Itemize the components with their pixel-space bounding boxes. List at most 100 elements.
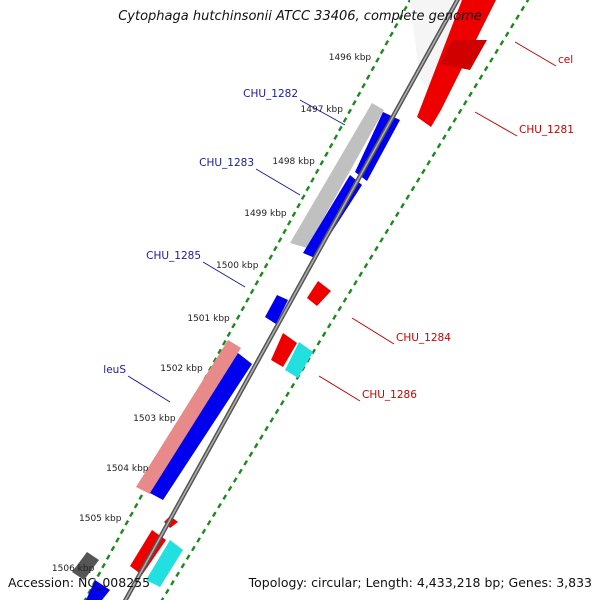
scale-tick-label: 1499 kbp — [244, 209, 287, 219]
inner-tick-mark — [478, 74, 484, 80]
outer-tick-mark — [365, 74, 371, 80]
inner-tick-mark — [191, 545, 196, 552]
inner-tick-mark — [499, 40, 505, 46]
scale-tick-label: 1502 kbp — [160, 364, 203, 374]
outer-tick-mark — [351, 100, 357, 106]
outer-tick-mark — [115, 537, 120, 543]
inner-tick-mark — [201, 528, 207, 535]
outer-tick-mark — [254, 280, 260, 286]
inner-tick-mark — [175, 571, 181, 578]
outer-tick-mark — [342, 117, 348, 123]
inner-tick-mark — [473, 82, 479, 89]
outer-tick-mark — [379, 48, 385, 55]
outer-tick-mark — [393, 22, 399, 29]
inner-tick-mark — [285, 391, 290, 398]
outer-tick-mark — [87, 588, 92, 595]
gene-leus-leader — [127, 375, 171, 403]
inner-tick-mark — [468, 91, 473, 98]
inner-tick-mark — [509, 22, 515, 29]
outer-tick-mark — [398, 14, 404, 20]
chu1282-cds-block — [290, 103, 384, 248]
outer-tick-mark — [138, 494, 144, 500]
inner-tick-mark — [342, 297, 348, 303]
scale-tick-label: 1497 kbp — [301, 105, 344, 115]
scale-tick-label: 1501 kbp — [187, 314, 230, 324]
outer-tick-mark — [221, 340, 227, 346]
outer-tick-mark — [226, 331, 232, 338]
outer-tick-mark — [324, 151, 329, 158]
inner-tick-mark — [279, 400, 285, 406]
genome-title: Cytophaga hutchinsonii ATCC 33406, compl… — [118, 9, 482, 24]
inner-tick-mark — [368, 254, 374, 260]
inner-tick-mark — [290, 382, 296, 389]
inner-tick-mark — [525, 0, 530, 3]
outer-tick-mark — [119, 528, 125, 535]
inner-tick-mark — [394, 211, 400, 218]
inner-tick-mark — [160, 597, 165, 600]
outer-tick-mark — [277, 237, 283, 243]
outer-tick-mark — [291, 211, 297, 218]
lower-cyan-block — [146, 540, 183, 587]
gene-chu1284-leader — [351, 317, 395, 345]
outer-tick-mark — [407, 0, 412, 3]
inner-tick-mark — [248, 451, 254, 458]
inner-tick-mark — [180, 562, 186, 569]
gene-chu1281-label: CHU_1281 — [519, 124, 574, 136]
inner-tick-mark — [447, 125, 452, 132]
inner-tick-mark — [363, 262, 369, 269]
inner-tick-mark — [170, 580, 175, 586]
inner-tick-mark — [232, 477, 238, 483]
inner-tick-mark — [426, 160, 431, 166]
inner-tick-mark — [321, 331, 327, 338]
inner-tick-mark — [353, 280, 358, 286]
scale-ticks-layer — [83, 0, 530, 600]
gene-chu1283-label: CHU_1283 — [199, 157, 254, 169]
outer-tick-mark — [101, 562, 106, 569]
outer-tick-mark — [338, 125, 343, 132]
outer-tick-mark — [129, 511, 134, 518]
outer-tick-mark — [389, 31, 394, 38]
gene-chu1283-leader — [255, 168, 301, 196]
outer-tick-mark — [347, 108, 352, 115]
inner-tick-mark — [462, 100, 468, 106]
outer-tick-mark — [305, 185, 311, 192]
inner-tick-mark — [489, 57, 494, 63]
outer-tick-mark — [296, 202, 301, 209]
inner-tick-mark — [316, 340, 322, 346]
outer-tick-mark — [245, 297, 250, 303]
outer-tick-mark — [212, 357, 218, 363]
gene-chu1282-leader — [299, 99, 346, 126]
chu1284-gene-block — [307, 281, 331, 306]
backbone-highlight — [124, 0, 459, 600]
gene-chu1281-leader — [474, 111, 518, 137]
inner-tick-mark — [442, 134, 447, 140]
gene-chu1285-label: CHU_1285 — [146, 250, 201, 262]
inner-tick-mark — [389, 220, 395, 226]
inner-tick-mark — [222, 494, 228, 500]
gene-cel-leader — [514, 41, 557, 67]
outer-tick-mark — [273, 245, 278, 252]
gene-chu1286-label: CHU_1286 — [362, 389, 417, 401]
inner-tick-mark — [457, 108, 463, 115]
outer-tick-mark — [263, 262, 269, 269]
inner-tick-mark — [452, 117, 458, 123]
inner-tick-mark — [379, 237, 384, 243]
inner-tick-mark — [326, 322, 332, 329]
leuS-gene-block — [150, 353, 252, 500]
chu1285-gene-block — [265, 295, 288, 324]
inner-tick-mark — [374, 245, 379, 252]
inner-tick-mark — [206, 520, 212, 526]
inner-tick-mark — [515, 14, 520, 20]
leuS-cds-block — [136, 340, 241, 494]
outer-tick-mark — [133, 502, 139, 509]
inner-tick-mark — [196, 537, 201, 543]
outer-tick-mark — [375, 57, 380, 63]
inner-tick-mark — [483, 65, 489, 72]
inner-tick-mark — [269, 417, 275, 423]
outer-tick-mark — [370, 65, 376, 72]
outer-tick-mark — [235, 314, 241, 320]
cel-gene-highlight — [440, 40, 487, 70]
gene-chu1284-label: CHU_1284 — [396, 332, 451, 344]
